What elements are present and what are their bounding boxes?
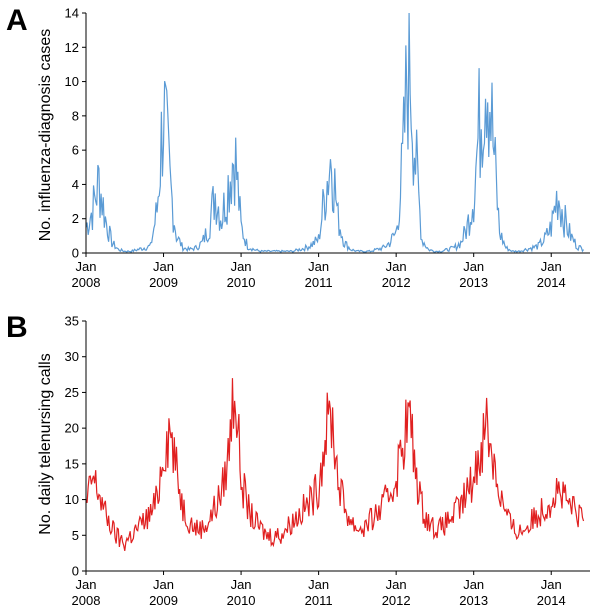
x-tick-label-month: Jan <box>386 577 407 592</box>
panel-a-series-line <box>85 12 585 254</box>
panel-b-letter: B <box>6 311 28 344</box>
x-tick-label-month: Jan <box>308 577 329 592</box>
x-tick-label-year: 2010 <box>227 275 256 290</box>
x-tick-label-year: 2010 <box>227 593 256 608</box>
panel-b-series-line <box>85 378 585 551</box>
panel-a: A No. influenza-diagnosis cases 0 2 4 6 8 10 1… <box>6 4 590 290</box>
y-tick-label: 6 <box>72 143 79 158</box>
y-tick-label: 0 <box>72 564 79 579</box>
x-tick-label-year: 2014 <box>537 275 566 290</box>
x-tick-label-month: Jan <box>231 577 252 592</box>
panel-a-y-axis-title: No. influenza-diagnosis cases <box>37 29 54 242</box>
y-tick-label: 8 <box>72 108 79 123</box>
panel-a-y-ticks: 0 2 4 6 8 10 12 14 <box>65 6 86 261</box>
x-tick-label-month: Jan <box>541 259 562 274</box>
panel-a-letter: A <box>6 4 28 37</box>
y-tick-label: 5 <box>72 528 79 543</box>
x-tick-label-year: 2009 <box>149 593 178 608</box>
panel-b-x-ticks: Jan2008Jan2009Jan2010Jan2011Jan2012Jan20… <box>72 571 566 608</box>
x-tick-label-year: 2011 <box>305 275 333 290</box>
y-tick-label: 14 <box>65 6 79 21</box>
x-tick-label-month: Jan <box>76 577 97 592</box>
x-tick-label-month: Jan <box>76 259 97 274</box>
y-tick-label: 2 <box>72 211 79 226</box>
y-tick-label: 35 <box>65 314 79 329</box>
x-tick-label-year: 2014 <box>537 593 566 608</box>
x-tick-label-year: 2012 <box>382 275 411 290</box>
x-tick-label-month: Jan <box>541 577 562 592</box>
y-tick-label: 0 <box>72 246 79 261</box>
x-tick-label-year: 2009 <box>149 275 178 290</box>
y-tick-label: 20 <box>65 421 79 436</box>
y-tick-label: 15 <box>65 456 79 471</box>
x-tick-label-month: Jan <box>231 259 252 274</box>
x-tick-label-year: 2008 <box>72 593 101 608</box>
x-tick-label-year: 2008 <box>72 275 101 290</box>
y-tick-label: 25 <box>65 385 79 400</box>
x-tick-label-month: Jan <box>463 259 484 274</box>
x-tick-label-month: Jan <box>153 577 174 592</box>
x-tick-label-year: 2013 <box>459 275 488 290</box>
x-tick-label-month: Jan <box>308 259 329 274</box>
panel-b-y-axis-title: No. daily telenursing calls <box>37 353 54 534</box>
panel-a-x-ticks: Jan2008Jan2009Jan2010Jan2011Jan2012Jan20… <box>72 253 566 290</box>
y-tick-label: 10 <box>65 74 79 89</box>
x-tick-label-month: Jan <box>386 259 407 274</box>
y-tick-label: 30 <box>65 349 79 364</box>
y-tick-label: 4 <box>72 177 79 192</box>
y-tick-label: 10 <box>65 492 79 507</box>
x-tick-label-year: 2012 <box>382 593 411 608</box>
x-tick-label-year: 2011 <box>305 593 333 608</box>
x-tick-label-month: Jan <box>463 577 484 592</box>
x-tick-label-month: Jan <box>153 259 174 274</box>
panel-b-y-ticks: 0 5 10 15 20 25 30 35 <box>65 314 86 579</box>
y-tick-label: 12 <box>65 40 79 55</box>
x-tick-label-year: 2013 <box>459 593 488 608</box>
panel-b: B No. daily telenursing calls 0 5 10 15 20 25… <box>6 311 590 608</box>
